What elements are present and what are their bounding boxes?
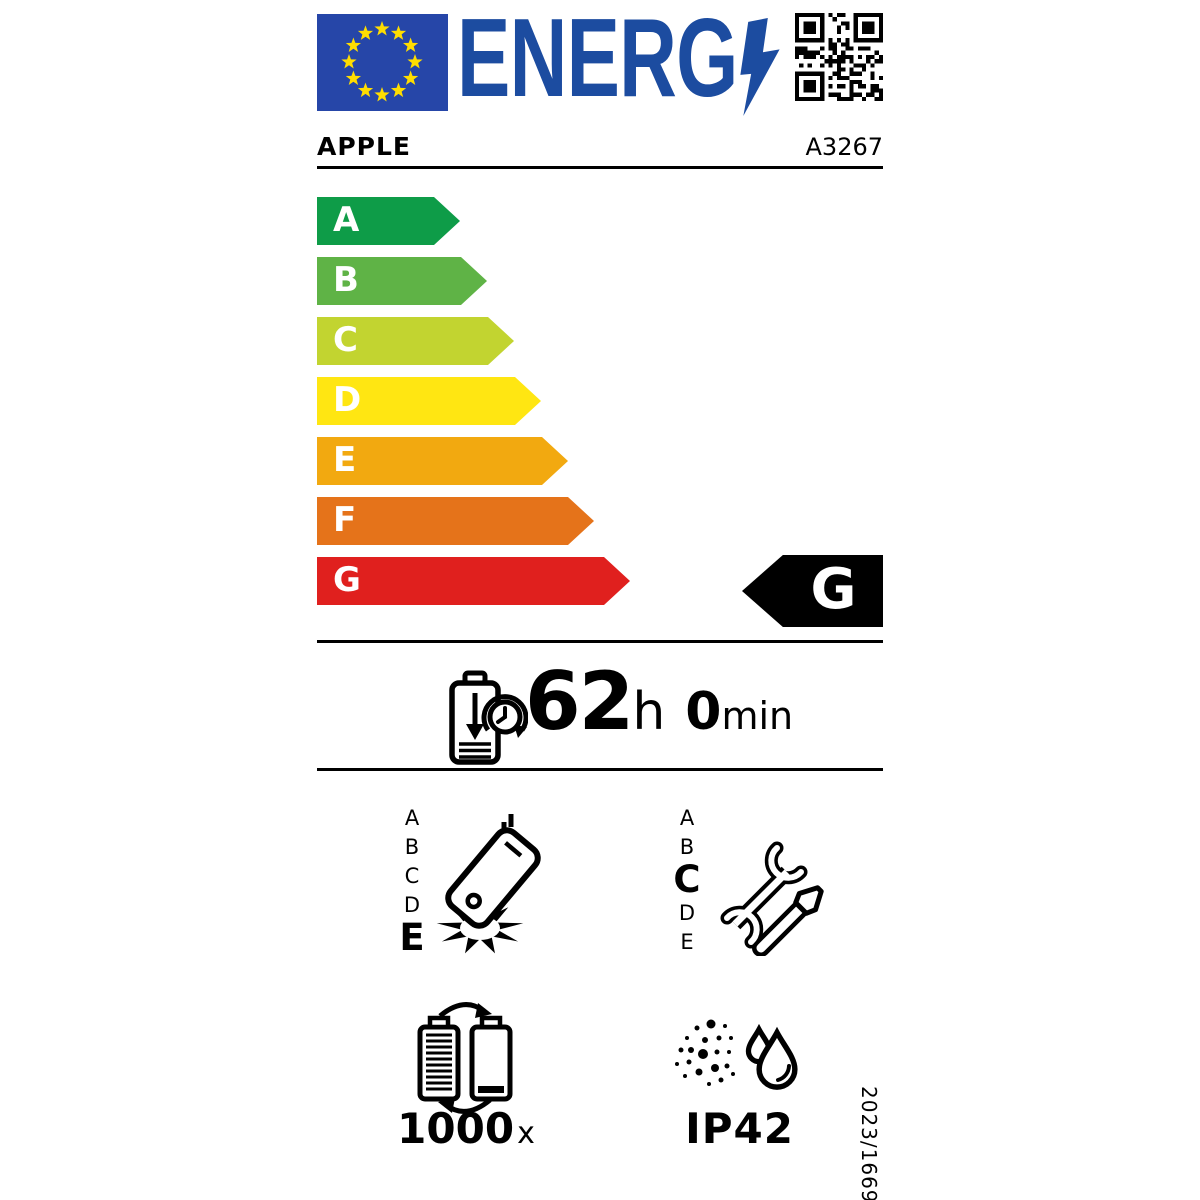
rated-class-letter: G [810, 557, 857, 622]
class-arrow-letter: D [333, 380, 362, 420]
battery-cycles-icon [417, 1002, 513, 1114]
class-arrow-letter: A [333, 200, 360, 240]
class-arrow-letter: C [333, 320, 358, 360]
repair-grade-b: B [679, 835, 695, 859]
repair-grade-d: D [678, 901, 696, 925]
repair-grade-a: A [679, 806, 695, 830]
class-arrow-e: E [317, 437, 568, 485]
battery-endurance-value: 62h 0min [525, 662, 794, 762]
divider [317, 166, 883, 169]
class-arrow-letter: E [333, 440, 357, 480]
class-arrow-b: B [317, 257, 487, 305]
regulation-number: 2023/1669 [857, 1086, 881, 1200]
class-arrow-letter: F [333, 500, 357, 540]
lightning-bolt-icon [740, 18, 780, 116]
drop-grade-e-selected: E [399, 916, 425, 959]
endurance-hours-unit: h [632, 682, 666, 742]
endurance-minutes: 0 [685, 682, 722, 742]
rated-class-arrow: G [742, 555, 883, 627]
battery-cycles-value: 1000 x [361, 1104, 571, 1153]
class-arrow-letter: G [333, 560, 361, 600]
energ-wordmark: ENERG [457, 0, 738, 120]
class-arrow-c: C [317, 317, 514, 365]
class-arrow-d: D [317, 377, 541, 425]
ip-rating-icon [675, 1019, 798, 1090]
repair-grade-c-selected: C [673, 858, 701, 901]
drop-grade-d: D [403, 893, 421, 917]
divider [317, 640, 883, 643]
repair-grade-e: E [680, 930, 694, 954]
class-arrow-f: F [317, 497, 594, 545]
divider [317, 768, 883, 771]
endurance-hours: 62 [525, 655, 634, 748]
drop-grade-c: C [404, 864, 420, 888]
class-arrow-g: G [317, 557, 630, 605]
ip-rating-value: IP42 [685, 1104, 794, 1153]
repair-tools-icon [720, 841, 824, 956]
class-arrow-a: A [317, 197, 460, 245]
cycles-number: 1000 [397, 1104, 515, 1153]
water-drops [745, 1023, 798, 1090]
battery-endurance-icon [449, 670, 528, 765]
drop-resistance-icon [436, 814, 541, 954]
brand-row: APPLE A3267 [317, 132, 883, 161]
cycles-unit: x [517, 1116, 535, 1151]
model-identifier: A3267 [805, 133, 884, 161]
dust-dots [675, 1019, 735, 1086]
drop-grade-a: A [404, 806, 420, 830]
endurance-minutes-unit: min [721, 694, 794, 738]
qr-code [795, 13, 883, 101]
eu-flag-icon [317, 14, 448, 111]
class-arrow-letter: B [333, 260, 359, 300]
supplier-name: APPLE [317, 132, 412, 161]
drop-grade-b: B [404, 835, 420, 859]
